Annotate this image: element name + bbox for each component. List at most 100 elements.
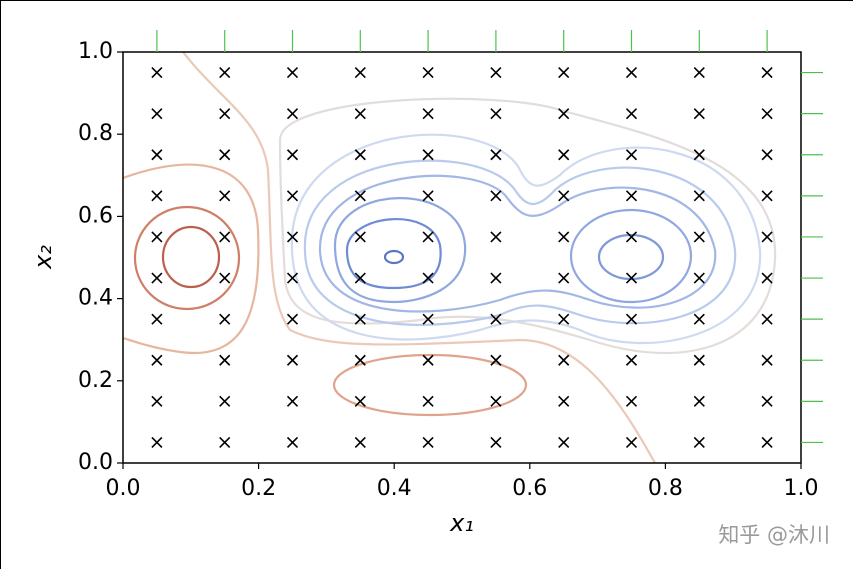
y-tick-label: 1.0 <box>78 39 113 64</box>
marker <box>219 313 231 325</box>
marker <box>761 354 773 366</box>
marker <box>354 149 366 161</box>
marker <box>219 272 231 284</box>
marker <box>625 108 638 120</box>
marker <box>286 313 299 325</box>
marker <box>151 395 163 407</box>
marker <box>286 231 299 243</box>
marker <box>490 354 502 366</box>
contour <box>290 133 762 345</box>
marker <box>625 272 638 284</box>
plot-frame <box>122 51 802 464</box>
y-tick-label: 0.2 <box>78 368 113 393</box>
marker <box>693 108 705 120</box>
marker <box>490 108 502 120</box>
marker <box>490 436 502 449</box>
contour <box>569 208 693 304</box>
marker <box>219 354 231 366</box>
y-tick-label: 0.8 <box>78 121 113 146</box>
contours <box>123 52 777 463</box>
marker <box>151 190 163 202</box>
marker <box>219 108 231 120</box>
marker <box>422 108 434 120</box>
marker <box>625 436 638 449</box>
marker <box>422 313 434 325</box>
marker <box>286 149 299 161</box>
marker <box>219 436 231 449</box>
watermark: 知乎 @沐川 <box>718 523 830 547</box>
marker <box>286 66 299 79</box>
marker <box>558 354 570 366</box>
y-tick-label: 0.0 <box>78 450 113 475</box>
marker <box>422 190 434 202</box>
contour <box>133 205 241 311</box>
marker <box>219 231 231 243</box>
contour <box>303 159 737 326</box>
marker <box>490 149 502 161</box>
x-axis-label: x₁ <box>449 509 474 537</box>
marker <box>354 108 366 120</box>
marker <box>693 272 705 284</box>
contour <box>123 163 260 355</box>
marker <box>625 66 638 79</box>
marker <box>761 190 773 202</box>
marker <box>354 231 366 243</box>
contour <box>332 353 528 417</box>
marker <box>354 395 366 407</box>
marker <box>558 66 570 79</box>
marker <box>422 436 434 449</box>
marker <box>625 395 638 407</box>
marker <box>354 66 366 79</box>
contour <box>161 225 221 289</box>
marker <box>558 190 570 202</box>
marker <box>151 231 163 243</box>
marker <box>151 149 163 161</box>
marker <box>354 313 366 325</box>
marker <box>422 231 434 243</box>
contour <box>182 52 656 463</box>
marker <box>151 313 163 325</box>
marker <box>693 66 705 79</box>
y-tick-label: 0.6 <box>78 203 113 228</box>
marker <box>558 272 570 284</box>
y-tick-label: 0.4 <box>78 286 113 311</box>
marker <box>558 149 570 161</box>
y-axis-label: x₂ <box>29 245 57 270</box>
marker <box>151 354 163 366</box>
x-tick-label: 0.6 <box>512 476 547 501</box>
x-tick-label: 0.0 <box>106 476 141 501</box>
marker <box>354 190 366 202</box>
contour <box>597 233 665 281</box>
marker <box>490 66 502 79</box>
marker <box>219 395 231 407</box>
marker <box>422 354 434 366</box>
marker <box>354 272 366 284</box>
marker <box>761 231 773 243</box>
marker <box>558 313 570 325</box>
marker <box>625 354 638 366</box>
marker <box>490 231 502 243</box>
marker <box>625 313 638 325</box>
contour <box>383 249 405 265</box>
marker <box>693 436 705 449</box>
marker <box>693 354 705 366</box>
marker <box>354 354 366 366</box>
marker <box>693 149 705 161</box>
marker <box>693 231 705 243</box>
x-tick-label: 0.4 <box>377 476 412 501</box>
marker <box>761 272 773 284</box>
marker <box>422 395 434 407</box>
marker <box>558 395 570 407</box>
marker <box>761 66 773 79</box>
marker <box>625 231 638 243</box>
contour <box>278 97 777 355</box>
marker <box>490 395 502 407</box>
marker <box>761 436 773 449</box>
contour <box>333 197 467 304</box>
marker <box>286 108 299 120</box>
marker <box>625 149 638 161</box>
marker <box>761 313 773 325</box>
marker <box>625 190 638 202</box>
marker <box>286 395 299 407</box>
